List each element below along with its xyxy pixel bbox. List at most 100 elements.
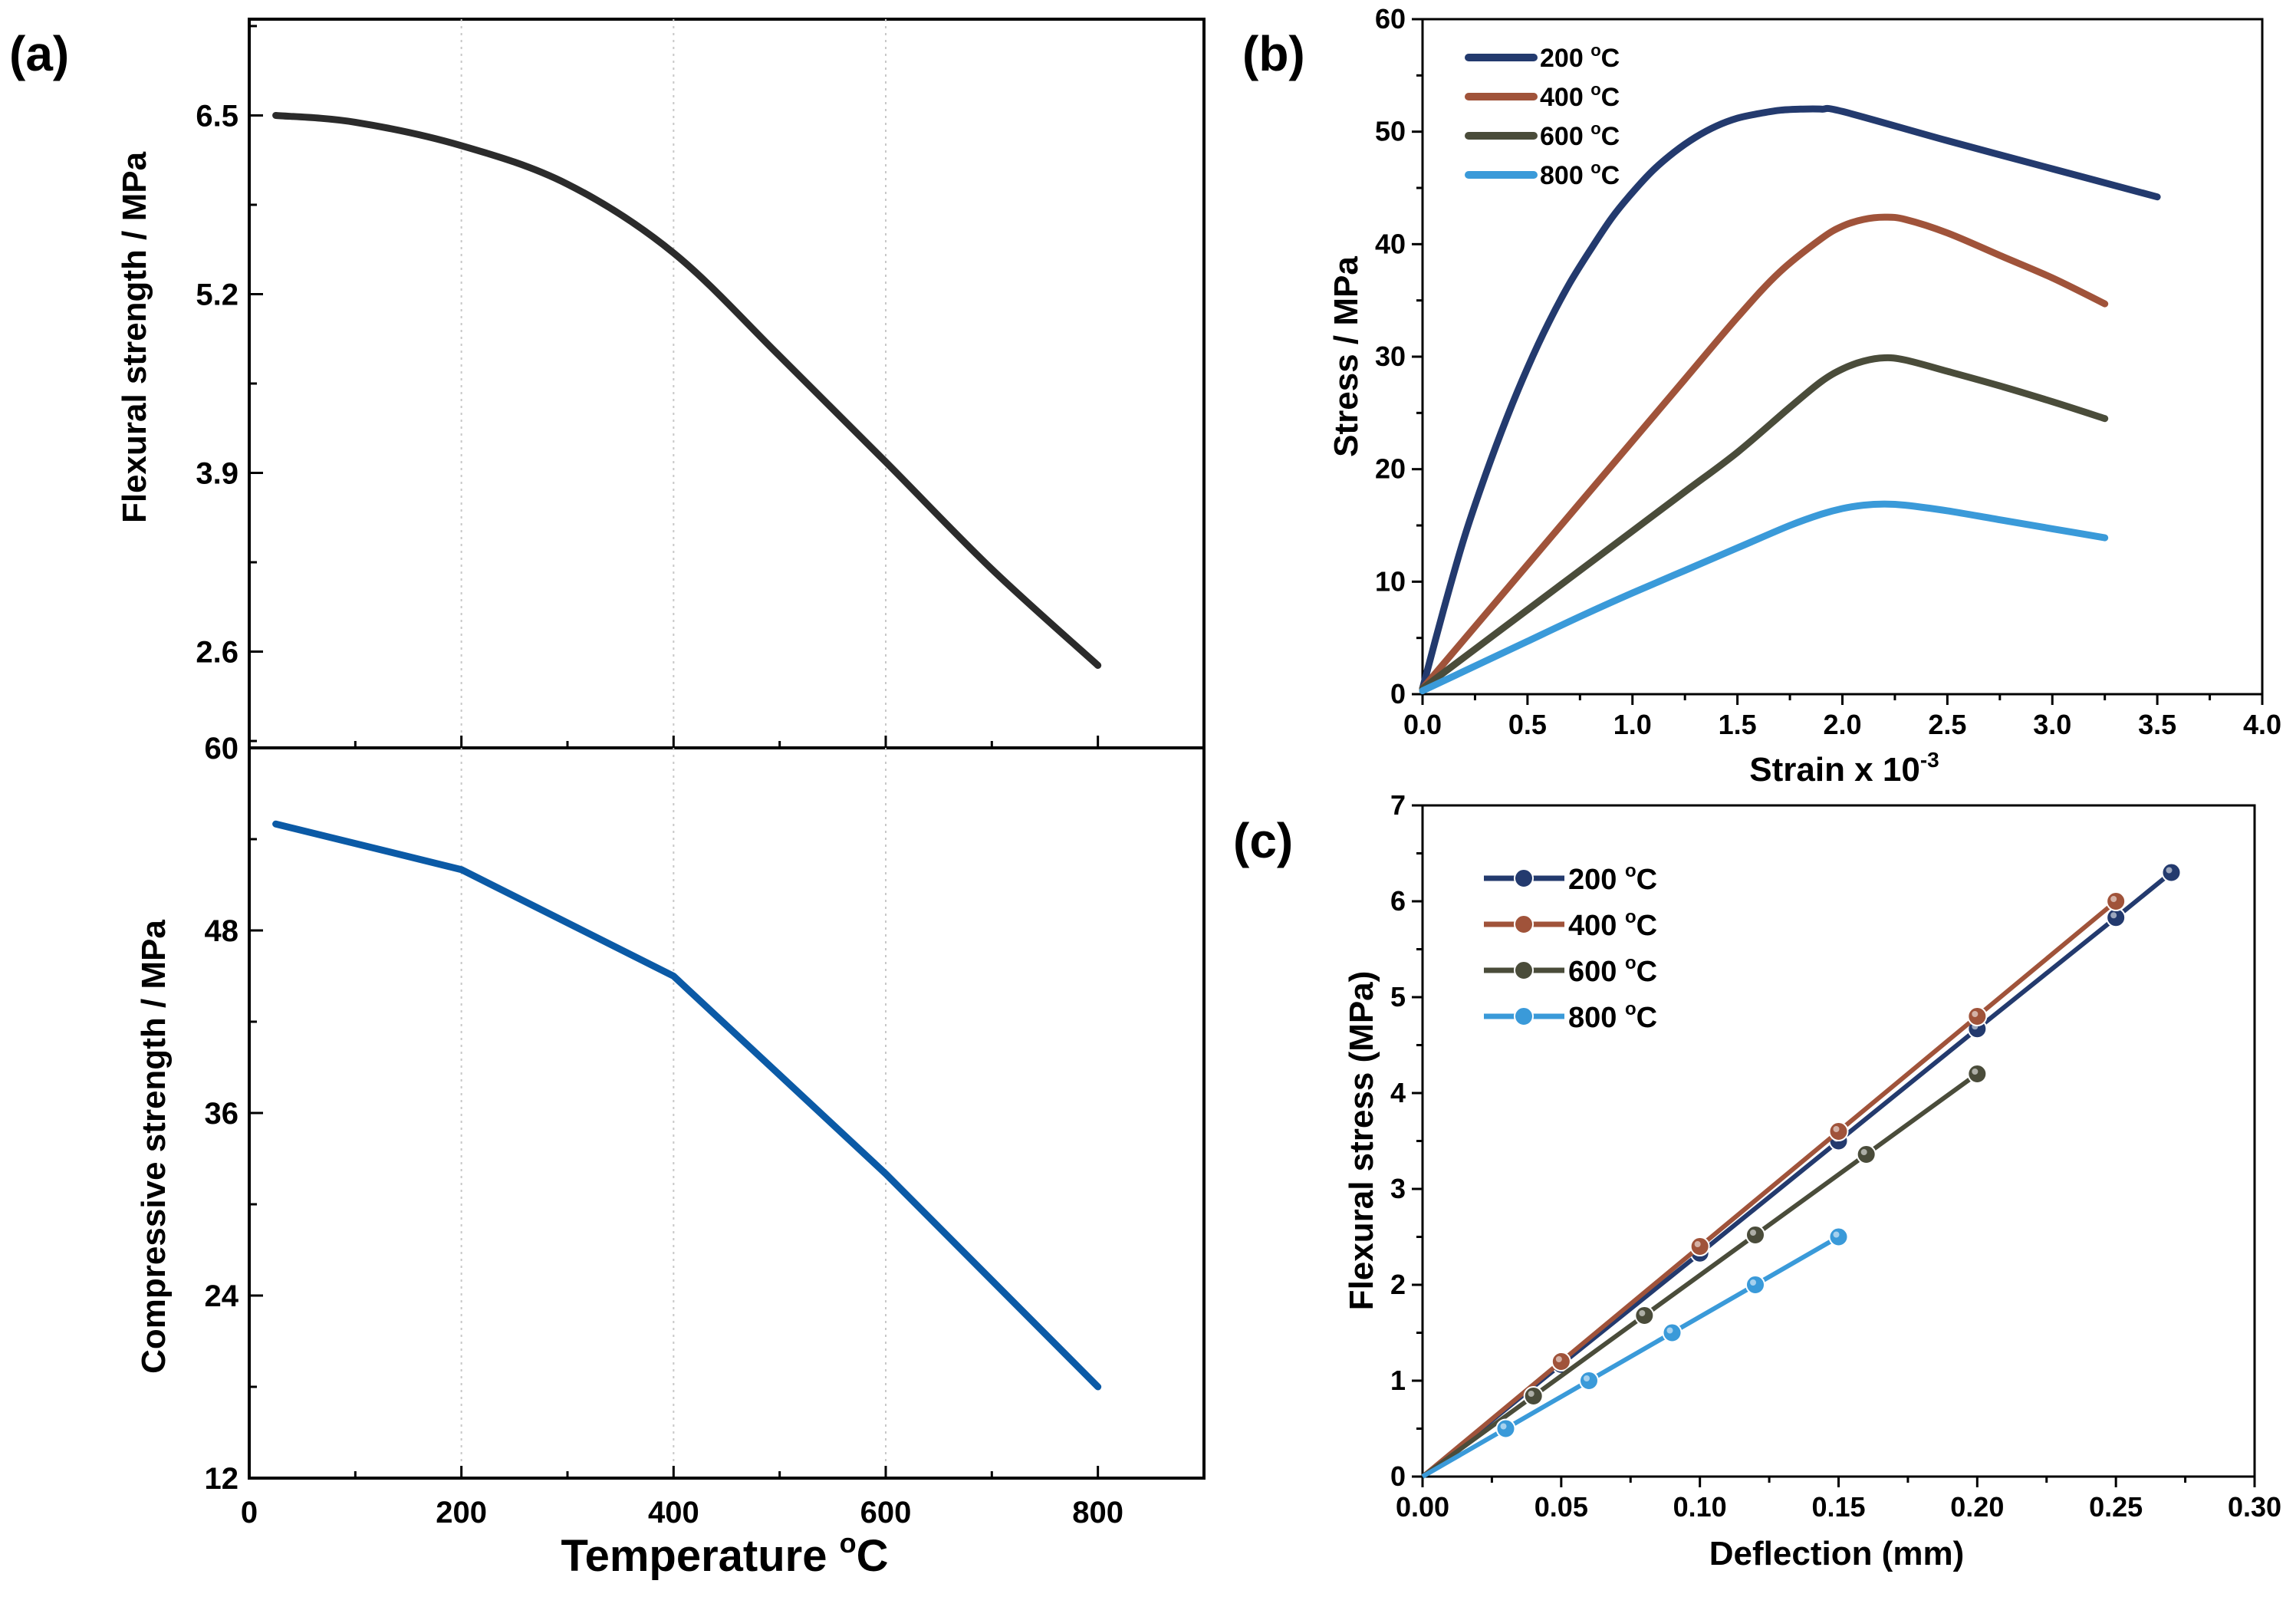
panel-b-legend-label-sup: o xyxy=(1590,80,1600,99)
panel-c-legend-label-unit: C xyxy=(1636,956,1657,988)
panel-b-legend-label-value: 600 xyxy=(1540,122,1590,151)
panel-b-xtick-label: 2.0 xyxy=(1823,709,1861,740)
panel-a-bottom-series xyxy=(272,820,1102,1391)
panel-b-series xyxy=(1419,104,2161,695)
panel-b-series-line xyxy=(1419,500,2109,695)
panel-c-data-point-highlight xyxy=(1584,1375,1590,1381)
panel-c-ytick-label: 2 xyxy=(1390,1269,1406,1300)
panel-c-ytick-label: 6 xyxy=(1390,885,1406,917)
panel-a-bottom-ytick-label: 60 xyxy=(205,732,239,766)
panel-c-data-point-highlight xyxy=(1750,1230,1756,1236)
panel-b-xtick-label: 0.0 xyxy=(1403,709,1442,740)
panel-b-xtick-label: 1.0 xyxy=(1613,709,1652,740)
panel-b-ytick-label: 60 xyxy=(1375,3,1406,35)
panel-c-data-point-highlight xyxy=(1528,1391,1535,1397)
panel-c-xtick-label: 0.25 xyxy=(2089,1491,2143,1523)
panel-a-bottom-ylabel: Compressive strength / MPa xyxy=(135,920,173,1374)
panel-c-legend-label-value: 800 xyxy=(1568,1002,1625,1034)
panel-b-label: (b) xyxy=(1242,26,1305,81)
panel-c-xtick-label: 0.05 xyxy=(1535,1491,1588,1523)
panel-c-xtick-label: 0.15 xyxy=(1811,1491,1865,1523)
panel-b-axes: 0.0 0.5 1.0 1.5 2.0 2.5 3.0 3.5 4.0 0 10 20 30 40 50 60 xyxy=(1375,3,2281,740)
panel-c-data-point-highlight xyxy=(1972,1069,1979,1075)
panel-c-data-point xyxy=(1828,1227,1849,1247)
panel-b-legend-label: 400 oC xyxy=(1540,80,1620,112)
panel-c-legend-marker xyxy=(1514,960,1534,980)
panel-c-data-point xyxy=(1828,1121,1849,1141)
panel-c-legend-label-sup: o xyxy=(1625,861,1636,881)
panel-a-bottom-ytick-label: 12 xyxy=(205,1462,239,1496)
panel-a-xlabel-sup: o xyxy=(840,1527,857,1559)
panel-c-ylabel: Flexural stress (MPa) xyxy=(1343,971,1380,1311)
panel-c-legend-label-sup: o xyxy=(1625,953,1636,973)
panel-b-xtick-label: 1.5 xyxy=(1719,709,1757,740)
panel-c-legend-label-unit: C xyxy=(1636,864,1657,896)
panel-b: (b) 0.0 0.5 1.0 1.5 2.0 2.5 3.0 3.5 4.0 0 10 20 30 40… xyxy=(1242,3,2281,789)
panel-a-bottom-ytick-label: 48 xyxy=(205,914,239,948)
panel-c-series-line xyxy=(1421,1234,1840,1479)
panel-a-xlabel: Temperature oC xyxy=(561,1527,888,1581)
panel-c-axes: 0.00 0.05 0.10 0.15 0.20 0.25 0.30 0 1 2 3 4 5 6 7 xyxy=(1390,789,2281,1523)
panel-a-bottom-series-line xyxy=(272,820,1102,1391)
panel-a-top-ytick-label: 2.6 xyxy=(196,636,238,670)
panel-c-data-point xyxy=(1856,1144,1877,1164)
panel-c-data-point-highlight xyxy=(1972,1011,1979,1017)
panel-a-xticks: 0 200 400 600 800 xyxy=(241,1496,1123,1529)
panel-c-data-point-highlight xyxy=(1639,1310,1646,1316)
panel-b-legend-label-sup: o xyxy=(1590,41,1600,60)
panel-c-legend-label-sup: o xyxy=(1625,999,1636,1019)
panel-a-top-ytick-label: 6.5 xyxy=(196,99,238,133)
panel-c-xtick-label: 0.30 xyxy=(2228,1491,2281,1523)
panel-c-data-point xyxy=(1745,1275,1765,1295)
panel-c-data-point-highlight xyxy=(1500,1423,1507,1430)
panel-b-series-line xyxy=(1419,104,2161,693)
panel-b-ytick-label: 10 xyxy=(1375,565,1406,597)
panel-c-label: (c) xyxy=(1233,813,1293,868)
panel-c-data-point-highlight xyxy=(1860,1149,1867,1155)
panel-a-xtick-label: 200 xyxy=(436,1496,487,1529)
panel-c-legend-label-value: 600 xyxy=(1568,956,1625,988)
panel-c-xlabel: Deflection (mm) xyxy=(1709,1535,1964,1572)
panel-b-xlabel-text: Strain x 10 xyxy=(1749,751,1920,789)
panel-b-series-line xyxy=(1419,354,2109,693)
panel-c-data-point-highlight xyxy=(2166,867,2173,874)
panel-c-data-point xyxy=(1495,1418,1516,1439)
panel-c-data-point xyxy=(2161,862,2182,883)
panel-c-ytick-label: 7 xyxy=(1390,789,1406,821)
panel-c: (c) 0.00 0.05 0.10 0.15 0.20 0.25 0.30 0 1 2 3 4 5 6 7… xyxy=(1233,789,2281,1572)
panel-b-ylabel: Stress / MPa xyxy=(1327,256,1365,457)
panel-c-data-point xyxy=(1967,1006,1988,1026)
panel-a-xtick-label: 800 xyxy=(1072,1496,1123,1529)
panel-c-ytick-label: 4 xyxy=(1390,1077,1406,1108)
panel-c-legend-label: 200 oC xyxy=(1568,861,1657,896)
panel-b-legend-label-value: 400 xyxy=(1540,83,1590,112)
panel-c-series xyxy=(1421,862,2182,1479)
panel-c-xtick-label: 0.10 xyxy=(1673,1491,1727,1523)
panel-c-xtick-label: 0.20 xyxy=(1950,1491,2004,1523)
panel-c-legend-label: 800 oC xyxy=(1568,999,1657,1034)
panel-c-data-point xyxy=(1523,1386,1544,1406)
panel-a-top-ytick-label: 5.2 xyxy=(196,278,238,311)
panel-c-ytick-label: 0 xyxy=(1390,1460,1406,1492)
panel-b-xtick-label: 4.0 xyxy=(2243,709,2281,740)
panel-b-series-line xyxy=(1419,213,2109,693)
panel-b-xtick-label: 0.5 xyxy=(1508,709,1547,740)
panel-c-legend-marker xyxy=(1514,1006,1534,1026)
panel-b-ytick-label: 30 xyxy=(1375,341,1406,372)
panel-a-label: (a) xyxy=(9,26,69,81)
panel-c-data-point xyxy=(2106,891,2127,911)
panel-a: (a) 2.6 3.9 5.2 6.5 12 24 36 48 60 0 200 400 600 80… xyxy=(9,18,1206,1581)
panel-a-xtick-label: 600 xyxy=(860,1496,912,1529)
panel-c-data-point xyxy=(1662,1322,1683,1343)
panel-b-legend-label-unit: C xyxy=(1601,83,1620,112)
panel-c-data-point xyxy=(1745,1225,1765,1245)
panel-a-bottom-yticks: 12 24 36 48 60 xyxy=(205,732,263,1496)
panel-a-top-yticks: 2.6 3.9 5.2 6.5 xyxy=(196,25,263,743)
panel-a-xtick-label: 0 xyxy=(241,1496,258,1529)
panel-c-legend-marker xyxy=(1514,868,1534,888)
panel-c-data-point xyxy=(1634,1306,1655,1325)
panel-c-ytick-label: 3 xyxy=(1390,1173,1406,1204)
panel-c-data-point-highlight xyxy=(2110,896,2117,902)
panel-b-xtick-label: 3.5 xyxy=(2138,709,2176,740)
